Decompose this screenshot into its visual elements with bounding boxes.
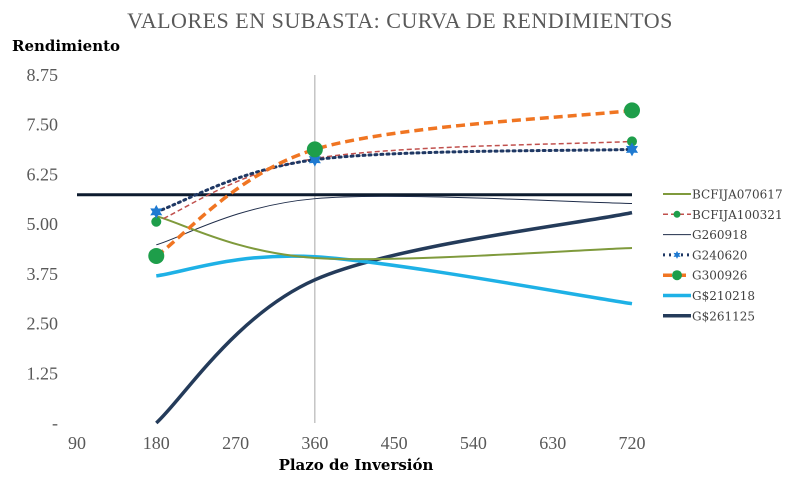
- legend-marker: [673, 210, 681, 218]
- series-line-bcfija100321: [156, 140, 633, 223]
- series-line-g260918: [156, 195, 633, 246]
- x-tick-label: 450: [381, 433, 408, 453]
- x-tick-label: 90: [68, 433, 86, 453]
- y-tick-label: 3.75: [27, 264, 59, 284]
- y-tick-label: 1.25: [27, 363, 59, 383]
- series-line-gs261125: [155, 210, 633, 425]
- y-axis-label: Rendimiento: [12, 37, 121, 55]
- x-tick-label: 180: [143, 433, 170, 453]
- data-point-marker: [624, 102, 640, 119]
- legend-label: BCFIJA070617: [692, 188, 783, 202]
- data-point-marker: [148, 247, 165, 264]
- x-tick-label: 540: [460, 433, 487, 453]
- chart-title: VALORES EN SUBASTA: CURVA DE RENDIMIENTO…: [127, 8, 673, 33]
- legend-label: G$210218: [692, 289, 755, 303]
- legend-label: G240620: [692, 248, 747, 262]
- x-tick-label: 270: [222, 433, 249, 453]
- y-tick-label: 2.50: [27, 314, 59, 334]
- legend-label: G$261125: [692, 309, 755, 323]
- data-point-marker: [150, 204, 163, 219]
- legend-marker: [672, 270, 682, 281]
- y-tick-label: 6.25: [27, 164, 59, 184]
- y-tick-label: 8.75: [27, 65, 59, 85]
- series-line-g240620: [154, 147, 634, 214]
- y-tick-label: -: [52, 413, 58, 433]
- series-line-gs210218: [156, 254, 633, 306]
- legend-marker: [673, 250, 681, 259]
- x-tick-label: 720: [619, 433, 646, 453]
- y-tick-label: 7.50: [27, 115, 59, 135]
- x-tick-label: 360: [301, 433, 328, 453]
- legend-label: G260918: [692, 228, 747, 242]
- x-tick-label: 630: [539, 433, 566, 453]
- data-point-marker: [627, 136, 637, 147]
- legend-label: G300926: [692, 269, 747, 283]
- series-line-bcfija070617: [156, 215, 633, 261]
- data-point-marker: [625, 142, 639, 157]
- y-tick-label: 5.00: [27, 214, 59, 234]
- legend-label: BCFIJA100321: [692, 208, 783, 222]
- data-point-marker: [306, 141, 323, 158]
- series-line-g300926: [155, 108, 633, 258]
- data-point-marker: [308, 152, 321, 167]
- x-axis-label: Plazo de Inversión: [278, 456, 434, 474]
- data-point-marker: [151, 216, 162, 227]
